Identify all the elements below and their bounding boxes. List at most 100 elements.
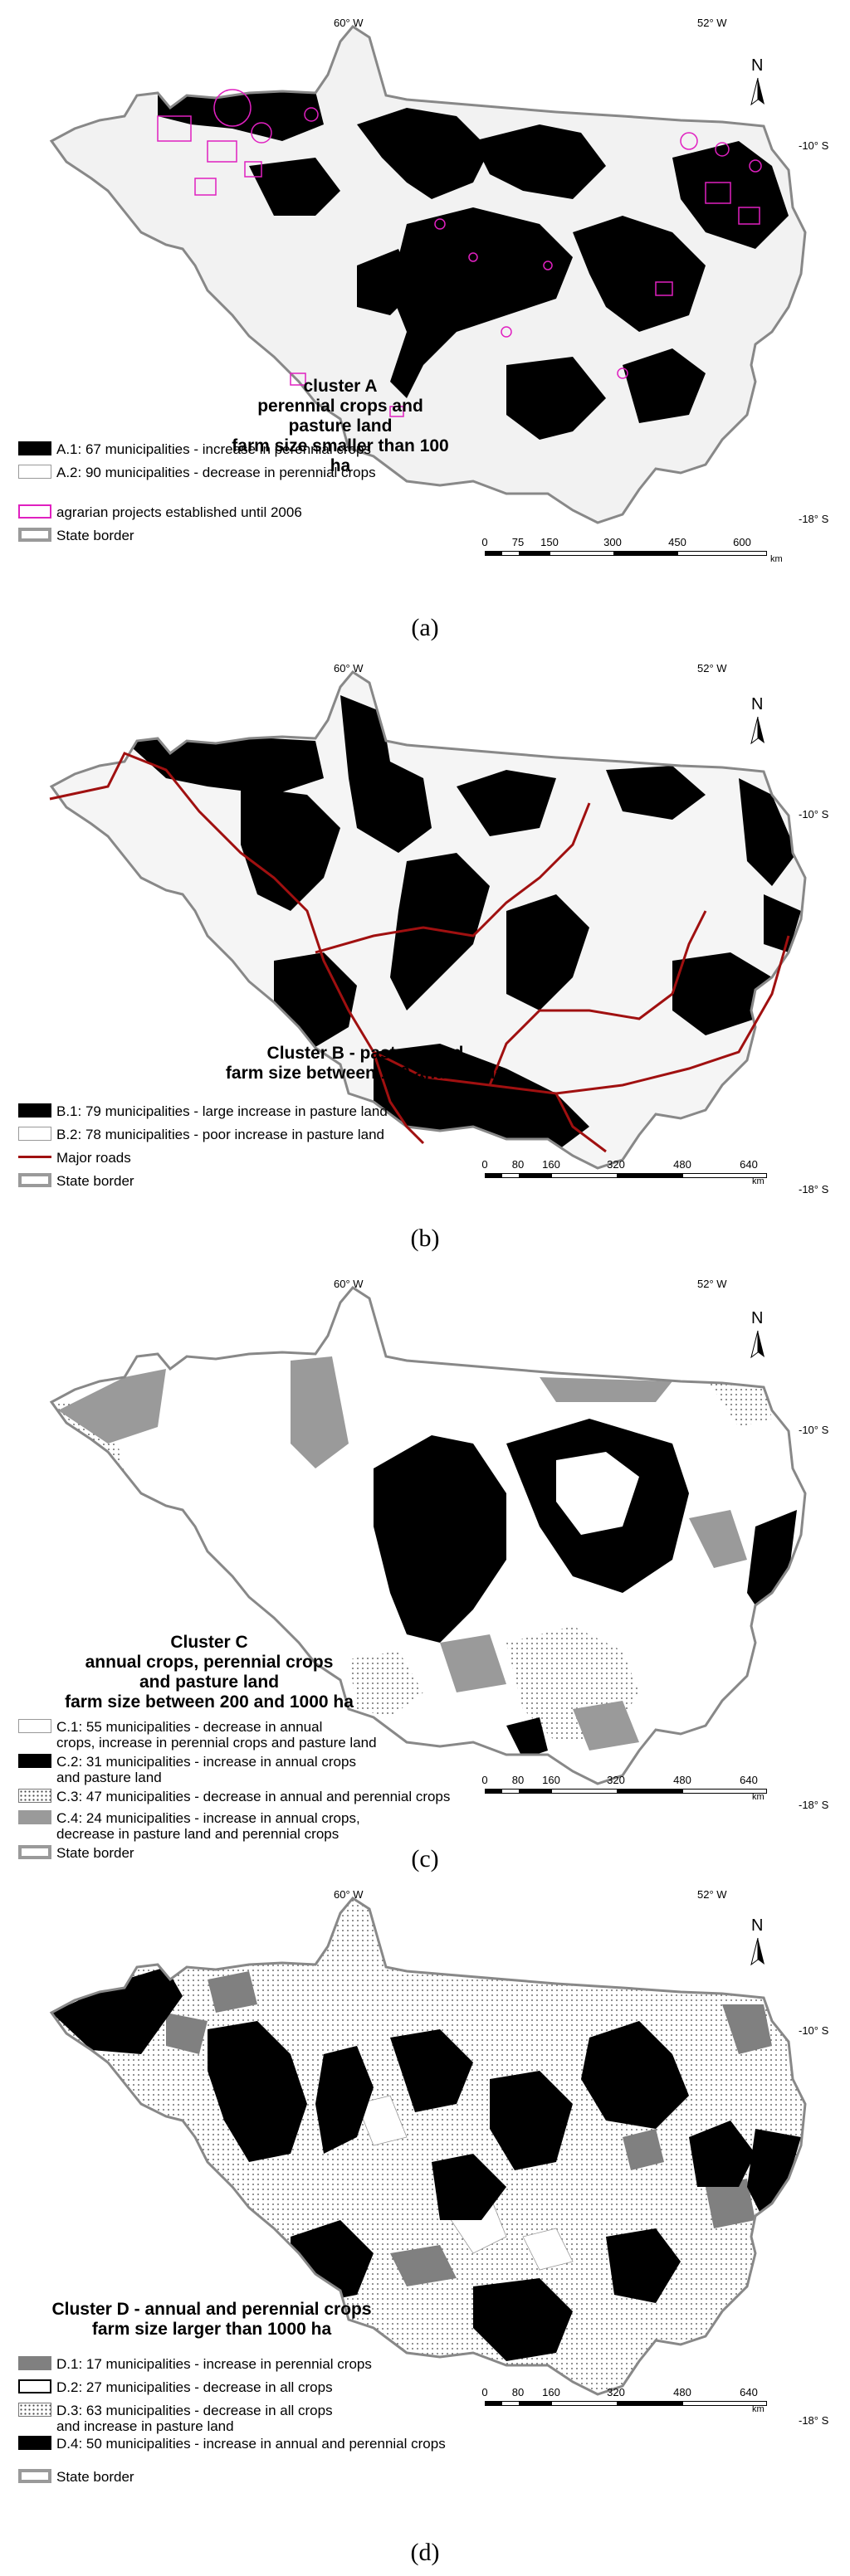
lat-label-bottom: -18° S (799, 2414, 829, 2427)
legend-item: State border (18, 528, 134, 543)
legend-item: D.3: 63 municipalities - decrease in all… (18, 2403, 333, 2434)
scale-tick: 150 (540, 536, 559, 548)
legend-swatch (18, 1754, 51, 1768)
north-arrow-label: N (751, 695, 764, 713)
north-arrow-icon (750, 1330, 765, 1359)
legend-label: and increase in pasture land (56, 2418, 234, 2434)
scale-tick: 0 (481, 536, 488, 548)
legend-swatch (18, 528, 51, 542)
legend-label: and pasture land (56, 1770, 162, 1785)
legend-label: Major roads (56, 1150, 131, 1166)
legend-label: D.3: 63 municipalities - decrease in all… (56, 2403, 333, 2418)
legend-item: A.2: 90 municipalities - decrease in per… (18, 465, 376, 480)
legend-swatch (18, 2379, 51, 2393)
legend-swatch (18, 2469, 51, 2483)
north-arrow-icon (750, 716, 765, 745)
legend-swatch (18, 1103, 51, 1118)
lat-label-bottom: -18° S (799, 513, 829, 525)
lon-label-right: 52° W (697, 17, 727, 29)
scale-tick: 160 (542, 2386, 560, 2398)
legend-swatch (18, 1845, 51, 1859)
scale-unit: km (752, 2404, 765, 2414)
region-c2 (241, 1419, 797, 1759)
scale-unit: km (752, 1176, 765, 1186)
north-arrow-icon (750, 1937, 765, 1966)
agrarian-projects (157, 89, 762, 417)
title-line: farm size smaller than 100 ha (232, 436, 449, 475)
lon-label-right: 52° W (697, 662, 727, 674)
map-c (50, 1286, 807, 1785)
lat-label-top: -10° S (799, 139, 829, 152)
legend-label: C.2: 31 municipalities - increase in ann… (56, 1754, 356, 1770)
map-panel-c: 60° W 52° W -10° S -18° S N Cluster C an… (18, 1278, 850, 1861)
scale-tick: 480 (673, 1774, 691, 1786)
legend-label: agrarian projects established until 2006 (56, 504, 302, 520)
map-panel-d: 60° W 52° W -10° S -18° S N Cluster D - … (18, 1888, 850, 2485)
title-line: annual crops, perennial crops (85, 1653, 334, 1672)
panel-title-d: Cluster D - annual and perennial crops f… (17, 2300, 407, 2340)
legend-label: D.4: 50 municipalities - increase in ann… (56, 2436, 446, 2452)
north-arrow: N (741, 1309, 774, 1361)
lon-label-left: 60° W (334, 17, 364, 29)
map-panel-b: 60° W 52° W -10° S -18° S N Cluster B - … (18, 662, 850, 1214)
title-line: Cluster C (170, 1633, 248, 1652)
scale-tick: 160 (542, 1774, 560, 1786)
legend-swatch (18, 2436, 51, 2450)
legend-swatch (18, 504, 51, 519)
map-d (50, 1897, 807, 2396)
scale-tick: 480 (673, 1158, 691, 1171)
lon-label-right: 52° W (697, 1888, 727, 1901)
title-line: farm size between 100 and 200 ha (225, 1064, 506, 1083)
legend-label: State border (56, 1173, 134, 1189)
major-roads (49, 752, 790, 1153)
legend-label: B.1: 79 municipalities - large increase … (56, 1103, 388, 1119)
north-arrow-label: N (751, 56, 764, 75)
map-a (50, 25, 807, 524)
north-arrow: N (741, 56, 774, 108)
legend-item: State border (18, 1173, 134, 1189)
lon-label-left: 60° W (334, 662, 364, 674)
lat-label-bottom: -18° S (799, 1183, 829, 1195)
scale-tick: 320 (607, 1158, 625, 1171)
north-arrow-label: N (751, 1916, 764, 1935)
panel-caption-c: (c) (411, 1845, 439, 1872)
scale-bar (485, 551, 767, 556)
legend-label: A.2: 90 municipalities - decrease in per… (56, 465, 376, 480)
legend-item: C.1: 55 municipalities - decrease in ann… (18, 1719, 377, 1751)
scale-unit: km (752, 1792, 765, 1802)
legend-label: crops, increase in perennial crops and p… (56, 1735, 377, 1751)
legend-swatch (18, 2356, 51, 2370)
title-line: and pasture land (139, 1673, 280, 1692)
legend-item: State border (18, 1845, 134, 1861)
scale-tick: 0 (481, 1158, 488, 1171)
legend-label: C.4: 24 municipalities - increase in ann… (56, 1810, 360, 1826)
region-a1 (158, 87, 789, 440)
legend-label: State border (56, 528, 134, 543)
scale-unit: km (770, 554, 783, 564)
scale-tick: 640 (740, 1774, 758, 1786)
scale-tick: 0 (481, 1774, 488, 1786)
legend-item: agrarian projects established until 2006 (18, 504, 302, 520)
region-d4 (51, 1967, 801, 2361)
legend-item: C.3: 47 municipalities - decrease in ann… (18, 1789, 450, 1804)
legend-swatch (18, 441, 51, 455)
north-arrow: N (741, 695, 774, 747)
legend-swatch (18, 1173, 51, 1187)
legend-label: State border (56, 2469, 134, 2485)
scale-tick: 75 (511, 536, 525, 548)
legend-swatch (18, 1719, 51, 1733)
lon-label-left: 60° W (334, 1888, 364, 1901)
panel-title-c: Cluster C annual crops, perennial crops … (51, 1633, 367, 1712)
scale-tick: 80 (511, 1158, 525, 1171)
region-d1 (166, 1971, 772, 2286)
lat-label-top: -10° S (799, 2024, 829, 2037)
lat-label-top: -10° S (799, 1424, 829, 1436)
legend-item: State border (18, 2469, 134, 2485)
north-arrow-icon (750, 77, 765, 106)
scale-bar (485, 2401, 767, 2406)
legend-item: C.2: 31 municipalities - increase in ann… (18, 1754, 356, 1785)
legend-swatch (18, 1789, 51, 1803)
legend-label: State border (56, 1845, 134, 1861)
north-arrow-label: N (751, 1309, 764, 1327)
scale-tick: 640 (740, 2386, 758, 2398)
